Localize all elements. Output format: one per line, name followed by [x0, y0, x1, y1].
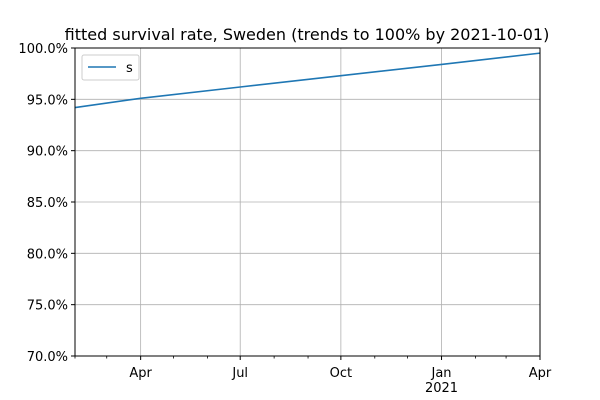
- x-tick-label: Apr: [129, 366, 152, 381]
- y-tick-label: 80.0%: [27, 247, 68, 262]
- y-tick-label: 100.0%: [18, 42, 68, 57]
- x-tick-label: Oct: [330, 366, 352, 381]
- x-tick-label: Apr: [529, 366, 552, 381]
- x-tick-label: Jan: [431, 366, 452, 381]
- y-tick-label: 90.0%: [27, 145, 68, 160]
- y-tick-label: 95.0%: [27, 93, 68, 108]
- series-lines: [74, 52, 541, 109]
- y-tick-label: 85.0%: [27, 196, 68, 211]
- y-tick-label: 70.0%: [27, 350, 68, 365]
- x-tick-sublabel: 2021: [425, 381, 458, 396]
- chart-title: fitted survival rate, Sweden (trends to …: [65, 25, 550, 44]
- grid-lines: [75, 47, 541, 357]
- x-tick-label: Jul: [231, 366, 248, 381]
- y-axis: 70.0% 75.0% 80.0% 85.0% 90.0% 95.0% 100.0%: [18, 42, 75, 365]
- series-line-s: [74, 52, 541, 109]
- legend-label-s: s: [126, 61, 133, 76]
- legend: s: [81, 54, 140, 81]
- y-tick-label: 75.0%: [27, 299, 68, 314]
